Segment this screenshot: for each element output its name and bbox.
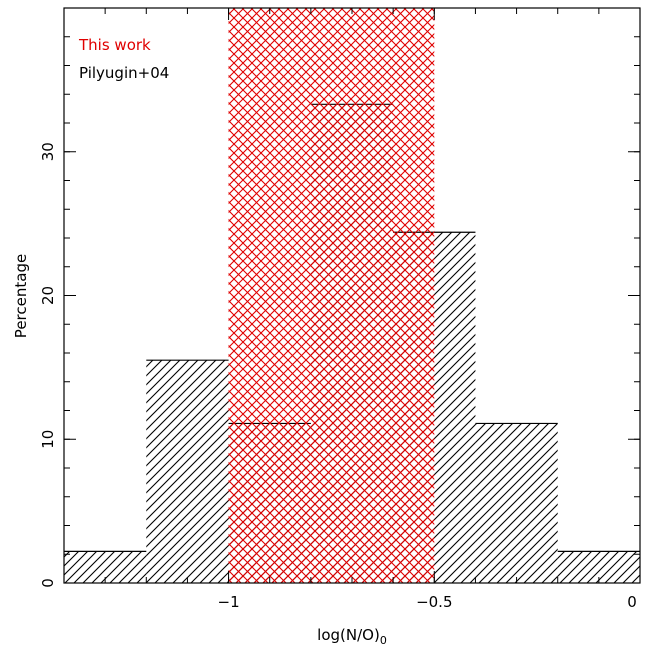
axes: −1 −0.5 0 0 10 20 30 — [39, 7, 641, 611]
y-tick-label: 0 — [39, 578, 57, 588]
series-this-work — [228, 8, 435, 583]
x-axis-title: log(N/O)0 — [317, 626, 387, 647]
x-axis-title-main: log(N/O) — [317, 626, 380, 644]
y-tick-label: 20 — [39, 286, 57, 305]
legend-entry-this-work: This work — [78, 36, 151, 54]
y-axis-title: Percentage — [12, 254, 30, 338]
x-axis-title-subscript: 0 — [380, 634, 387, 647]
legend: This work Pilyugin+04 — [78, 36, 169, 82]
bar-this-work-m1 — [228, 8, 435, 583]
bar-pilyugin-04-m0_4 — [475, 423, 558, 583]
y-tick-label: 30 — [39, 142, 57, 161]
series-layer — [64, 8, 640, 583]
y-tick-label: 10 — [39, 430, 57, 449]
x-tick-label: 0 — [627, 593, 637, 611]
legend-entry-pilyugin04: Pilyugin+04 — [79, 64, 169, 82]
x-tick-label: −0.5 — [416, 593, 452, 611]
axis-labels: Percentage log(N/O)0 — [12, 254, 387, 647]
x-tick-label: −1 — [218, 593, 240, 611]
bar-pilyugin-04-m1_2 — [146, 360, 229, 583]
